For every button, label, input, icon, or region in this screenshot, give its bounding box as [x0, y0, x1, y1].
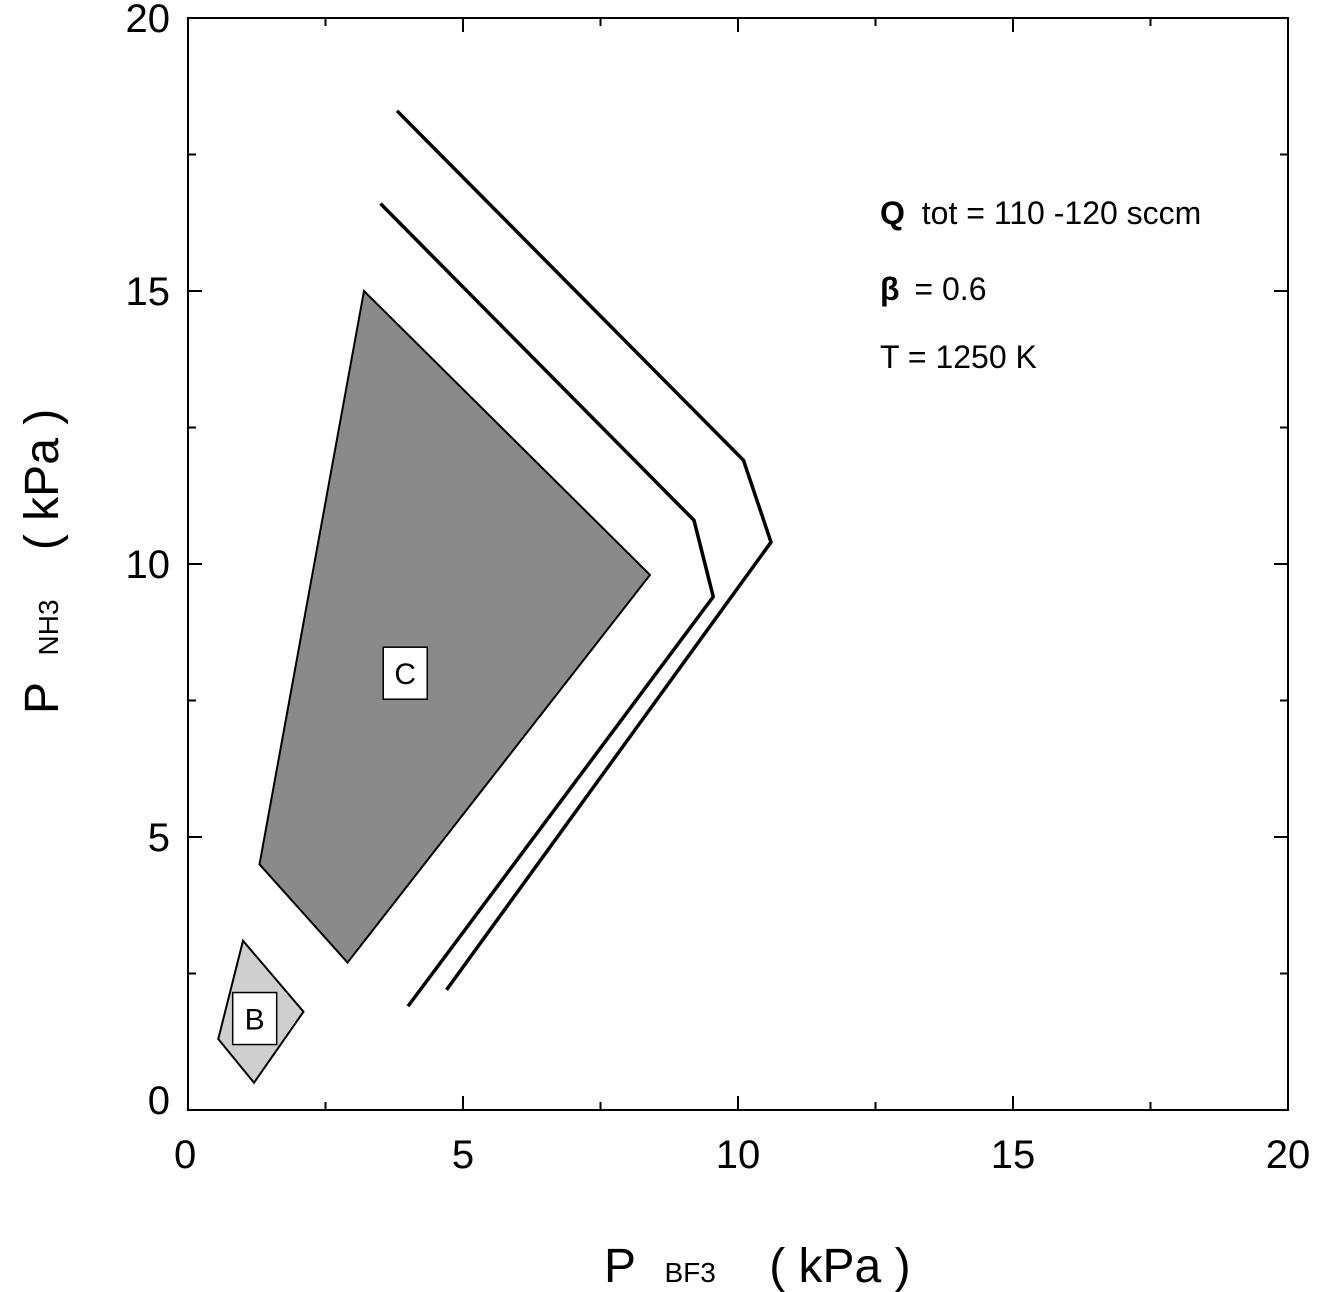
annotation-q-rest: tot = 110 -120 sccm — [922, 195, 1202, 231]
y-axis-title: P NH3 ( kPa ) — [16, 409, 69, 714]
y-tick-label: 10 — [126, 543, 171, 587]
region-label-text: B — [245, 1004, 265, 1037]
annotation-temperature: T = 1250 K — [880, 339, 1037, 375]
tick-labels: 0 5 10 15 20 0 5 10 15 20 — [126, 0, 1311, 1177]
x-axis-title: P BF3 ( kPa ) — [604, 1240, 911, 1292]
region-label-text: C — [394, 658, 416, 691]
annotation-q-symbol: Q — [880, 195, 905, 231]
x-tick-label: 20 — [1266, 1133, 1311, 1177]
x-axis-title-sub: BF3 — [665, 1257, 716, 1288]
x-tick-label: 0 — [174, 1133, 196, 1177]
x-axis-title-unit: ( kPa ) — [769, 1240, 910, 1292]
x-axis-title-main: P — [604, 1240, 635, 1292]
region-label-b: B — [233, 993, 277, 1045]
annotation-beta-rest: = 0.6 — [914, 271, 986, 307]
y-axis-title-main: P — [16, 683, 69, 714]
region-label-c: C — [383, 647, 427, 699]
annotation-q: Q tot = 110 -120 sccm — [880, 195, 1201, 231]
y-tick-label: 20 — [126, 0, 171, 41]
region-c — [260, 291, 651, 963]
y-tick-label: 0 — [148, 1079, 170, 1123]
y-axis-title-unit: ( kPa ) — [16, 409, 69, 550]
y-tick-label: 15 — [126, 270, 171, 314]
x-tick-label: 10 — [716, 1133, 761, 1177]
y-axis-title-sub: NH3 — [33, 599, 64, 655]
annotation-beta-symbol: β — [880, 271, 900, 307]
y-tick-label: 5 — [148, 816, 170, 860]
annotation-beta: β = 0.6 — [880, 271, 986, 307]
x-tick-label: 15 — [991, 1133, 1036, 1177]
x-tick-label: 5 — [452, 1133, 474, 1177]
